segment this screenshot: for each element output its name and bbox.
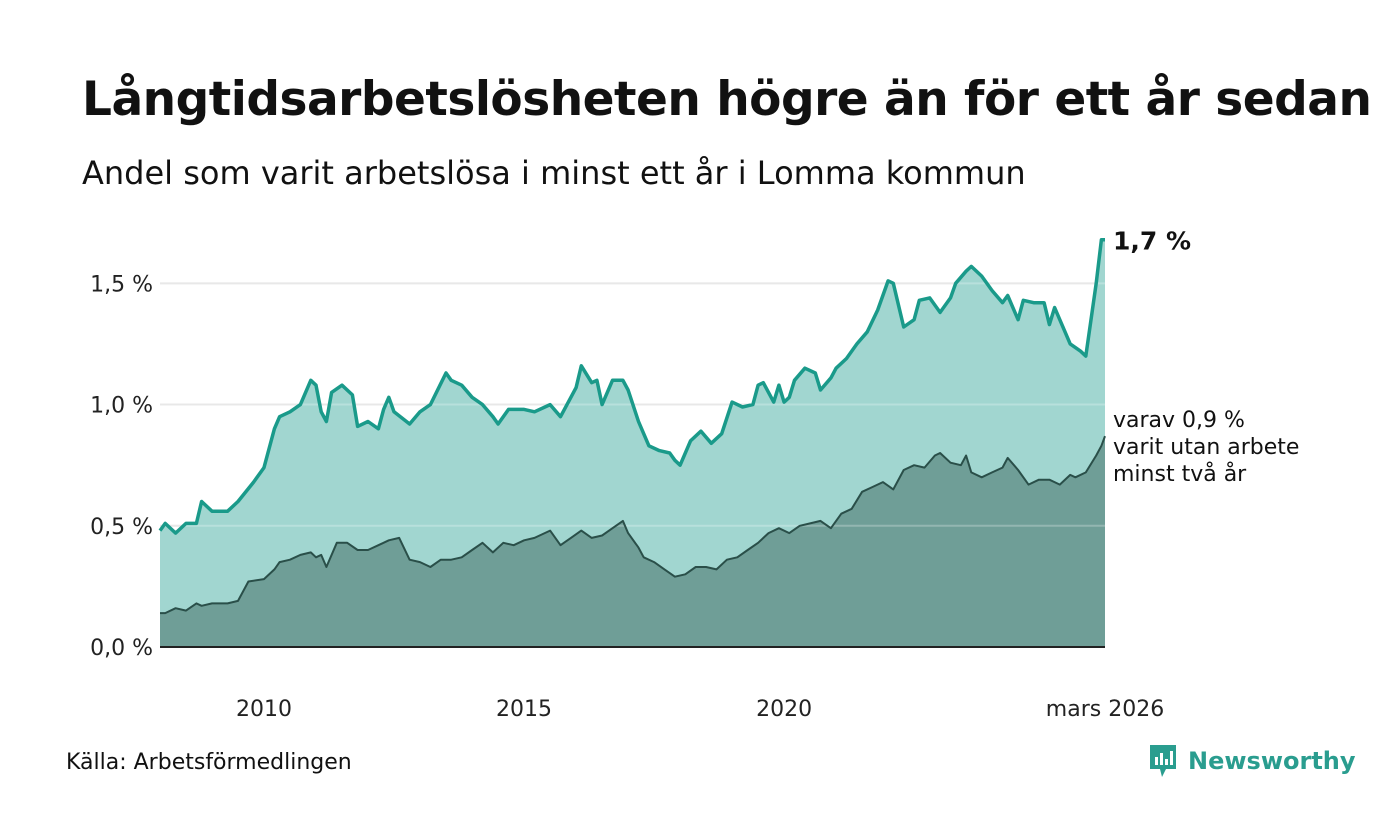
axes: 0,0 % 0,5 % 1,0 % 1,5 % 2010 2015 2020 mars 202…: [90, 272, 1164, 722]
x-tick-label: 2015: [496, 697, 552, 722]
y-tick-label: 0,5 %: [90, 515, 153, 540]
series-areas: [158, 237, 1106, 647]
end-label-sub-line: minst två år: [1113, 461, 1247, 487]
x-tick-label: 2020: [756, 697, 812, 722]
end-label-total: 1,7 %: [1113, 227, 1191, 256]
brand-name: Newsworthy: [1188, 747, 1356, 775]
brand-logo: Newsworthy: [1148, 743, 1356, 779]
series-line-sub: [160, 435, 1106, 615]
chart-subtitle: Andel som varit arbetslösa i minst ett å…: [82, 154, 1026, 192]
end-label-sub-line: varav 0,9 %: [1113, 408, 1245, 433]
x-tick-label: 2010: [236, 697, 292, 722]
y-tick-label: 1,0 %: [90, 394, 153, 419]
end-label-sub-line: varit utan arbete: [1113, 435, 1299, 460]
y-tick-label: 0,0 %: [90, 636, 153, 661]
chart-title: Långtidsarbetslösheten högre än för ett …: [82, 72, 1372, 127]
newsworthy-logo-icon: [1150, 745, 1176, 777]
series-line-total: [158, 237, 1105, 535]
y-tick-label: 1,5 %: [90, 272, 153, 297]
source-note: Källa: Arbetsförmedlingen: [66, 750, 352, 775]
x-tick-label: mars 2026: [1046, 697, 1164, 722]
